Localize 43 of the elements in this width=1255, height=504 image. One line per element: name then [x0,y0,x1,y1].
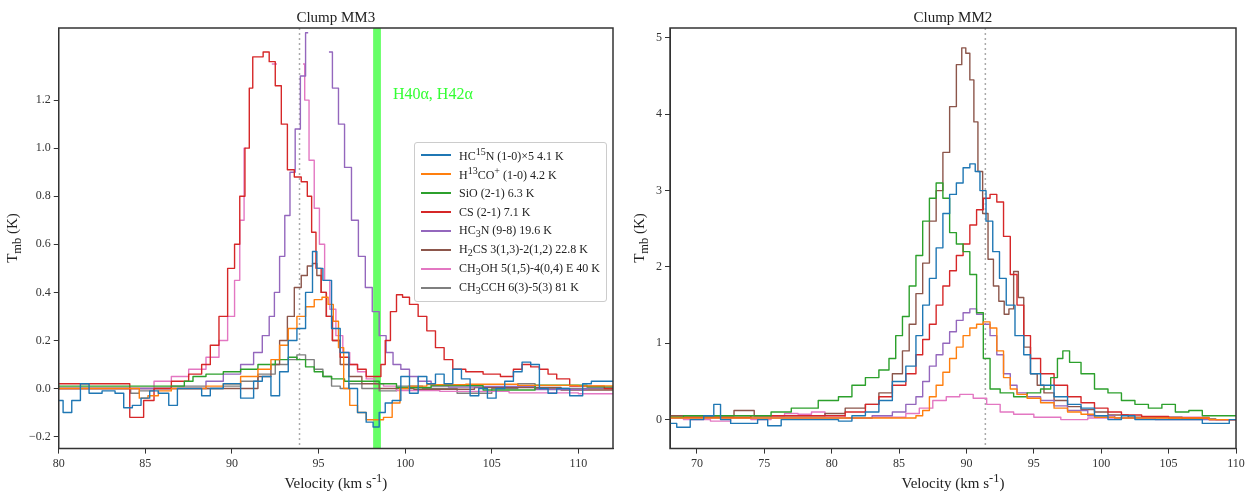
x-tick-label: 80 [52,455,65,470]
x-tick-label: 70 [690,455,703,470]
legend-label: CS (2-1) 7.1 K [459,204,531,220]
x-tick-label: 85 [139,455,152,470]
x-axis-title: Velocity (km s$^{-1}$) [901,470,1005,492]
legend-label: H$_{2}$CS 3(1,3)-2(1,2) 22.8 K [459,241,588,259]
y-tick-label: 0.8 [35,188,51,203]
x-tick-label: 100 [1092,455,1111,470]
x-tick-label: 110 [1227,455,1245,470]
x-tick-label: 90 [225,455,238,470]
legend-label: H$^{13}$CO$^{+}$ (1-0) 4.2 K [459,165,557,184]
x-tick-label: 110 [569,455,588,470]
x-tick-label: 90 [960,455,973,470]
x-tick-label: 80 [825,455,838,470]
x-tick-label: 85 [893,455,906,470]
band-label: H40α, H42α [392,85,474,103]
x-axis-title: Velocity (km s$^{-1}$) [284,470,388,492]
legend-label: SiO (2-1) 6.3 K [459,185,535,201]
legend-label: CH$_{3}$CCH 6(3)-5(3) 81 K [459,279,579,297]
legend-label: CH$_{3}$OH 5(1,5)-4(0,4) E 40 K [459,260,600,278]
y-tick-label: 0.0 [35,380,51,395]
y-tick-label: 2 [656,259,662,274]
legend-label: HC$^{15}$N (1-0)×5 4.1 K [459,146,564,165]
y-tick-label: 5 [656,30,662,45]
legend-label: HC$_{3}$N (9-8) 19.6 K [459,222,552,240]
y-tick-label: 0.6 [35,236,51,251]
chart-title: Clump MM3 [296,9,376,26]
x-tick-label: 95 [1027,455,1040,470]
x-tick-label: 105 [482,455,501,470]
y-tick-label: −0.2 [28,428,51,443]
x-tick-label: 100 [396,455,415,470]
y-tick-label: 1.0 [35,140,51,155]
y-tick-label: 4 [656,106,662,121]
y-tick-label: 1 [656,335,662,350]
x-tick-label: 95 [312,455,325,470]
chart-title: Clump MM2 [913,9,993,26]
y-tick-label: 0.4 [35,284,51,299]
y-tick-label: 1.2 [35,92,51,107]
y-tick-label: 3 [656,182,662,197]
x-tick-label: 75 [758,455,771,470]
x-tick-label: 105 [1159,455,1178,470]
y-tick-label: 0 [656,411,662,426]
y-tick-label: 0.2 [35,332,51,347]
